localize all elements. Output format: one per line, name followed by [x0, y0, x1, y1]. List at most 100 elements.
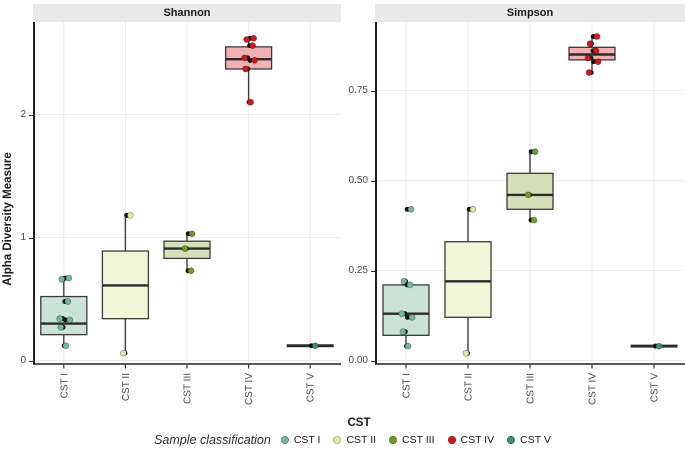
data-point	[66, 316, 74, 324]
facet-strip-simpson: Simpson	[375, 4, 685, 22]
data-point	[531, 148, 539, 156]
data-point	[250, 34, 258, 42]
x-tick-label: CST III	[183, 373, 194, 404]
facet-label-simpson: Simpson	[506, 7, 554, 19]
data-point	[241, 54, 249, 62]
y-tick	[371, 90, 375, 92]
data-point	[524, 191, 532, 199]
data-point	[462, 349, 470, 357]
y-tick-label: 0.25	[348, 264, 368, 276]
legend: Sample classification CST I CST II CST I…	[0, 433, 685, 447]
panel-shannon: CST I CST II CST III CST IV CST V	[33, 22, 341, 405]
box	[444, 241, 492, 318]
cst-v-dot-icon	[507, 436, 516, 444]
y-tick-label: 1	[20, 231, 26, 243]
y-tick	[29, 237, 33, 239]
data-point	[62, 342, 70, 350]
data-point	[65, 274, 73, 282]
y-tick-label: 0	[20, 354, 26, 366]
x-tick-label: CST II	[121, 373, 132, 401]
y-axis-title: Alpha Diversity Measure	[2, 152, 14, 286]
data-point	[243, 36, 251, 43]
box	[506, 172, 554, 210]
data-point	[584, 54, 592, 62]
y-tick-label: 0.50	[348, 174, 368, 186]
legend-item-cst-ii: CST II	[333, 434, 376, 446]
boxplot-cst-ii	[101, 211, 150, 357]
y-tick	[29, 360, 33, 362]
data-point	[242, 65, 250, 73]
boxplot-cst-i	[40, 274, 88, 350]
box	[382, 284, 430, 336]
facet-label-shannon: Shannon	[163, 7, 211, 19]
data-point	[593, 33, 601, 40]
x-tick-label: CST IV	[588, 373, 599, 405]
cst-ii-dot-icon	[333, 436, 342, 444]
data-point-black	[591, 59, 596, 65]
data-point	[406, 281, 414, 289]
y-tick	[371, 270, 375, 272]
y-tick	[371, 180, 375, 182]
legend-item-cst-i: CST I	[280, 434, 321, 446]
data-point	[398, 310, 406, 318]
y-tick	[371, 360, 375, 362]
data-point	[594, 58, 602, 66]
x-axis-title: CST	[347, 417, 371, 429]
data-point	[188, 230, 196, 238]
data-point	[592, 47, 600, 55]
legend-item-cst-iii: CST III	[389, 434, 435, 446]
legend-title: Sample classification	[154, 433, 271, 447]
data-point	[127, 211, 134, 219]
data-point	[247, 98, 255, 106]
data-point-black	[247, 57, 253, 63]
panel-simpson: CST I CST II CST III CST IV CST V	[375, 22, 685, 405]
cst-iv-dot-icon	[447, 436, 456, 444]
x-tick-label: CST I	[402, 373, 413, 398]
data-point	[404, 342, 412, 350]
cst-iii-dot-icon	[389, 436, 398, 444]
data-point	[57, 323, 65, 331]
data-point	[249, 42, 257, 50]
y-tick-label: 0.00	[348, 354, 368, 366]
data-point	[64, 298, 72, 305]
data-point	[187, 267, 195, 275]
data-point	[655, 342, 663, 350]
data-point	[585, 69, 593, 76]
data-point	[469, 205, 477, 213]
x-tick-label: CST I	[59, 373, 70, 398]
data-point	[399, 328, 407, 336]
legend-label: CST V	[520, 434, 551, 446]
x-tick-label: CST V	[650, 373, 661, 403]
legend-label: CST I	[293, 434, 321, 446]
boxplot-cst-iv	[224, 34, 273, 106]
y-axis-simpson: 0.00 0.25 0.50 0.75	[341, 22, 375, 372]
data-point	[120, 349, 127, 357]
data-point	[400, 277, 408, 285]
data-point-black	[405, 314, 410, 320]
boxplot-cst-iii	[163, 230, 211, 275]
data-point	[56, 315, 64, 323]
data-point	[586, 40, 594, 48]
x-tick-label: CST II	[464, 373, 475, 401]
boxplot-cst-i	[382, 205, 430, 350]
data-point	[530, 216, 538, 224]
y-tick	[29, 114, 33, 116]
data-point	[311, 342, 319, 350]
x-tick-label: CST III	[526, 373, 537, 404]
boxplot-cst-v	[286, 342, 334, 350]
y-tick-label: 2	[20, 108, 26, 120]
y-tick-label: 0.75	[348, 84, 368, 96]
data-point-black	[62, 317, 68, 323]
x-tick-label: CST V	[306, 373, 317, 403]
y-axis-shannon: 0 1 2	[0, 22, 33, 372]
x-tick-label: CST IV	[244, 373, 255, 405]
cst-i-dot-icon	[280, 436, 289, 444]
legend-label: CST III	[402, 434, 435, 446]
boxplot-cst-iv	[568, 33, 616, 76]
data-point	[181, 245, 189, 252]
legend-item-cst-iv: CST IV	[447, 434, 494, 446]
boxplot-cst-v	[630, 342, 678, 350]
data-point	[58, 275, 66, 283]
data-point	[407, 205, 415, 213]
legend-label: CST II	[346, 434, 377, 446]
